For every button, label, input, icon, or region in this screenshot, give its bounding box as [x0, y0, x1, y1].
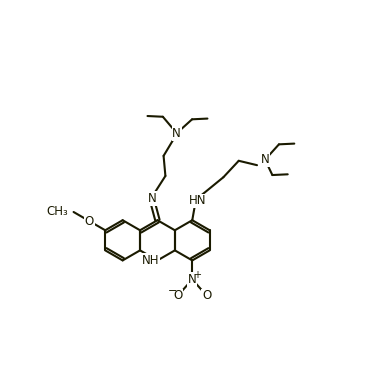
Text: O: O — [202, 289, 211, 302]
Text: −: − — [168, 286, 178, 296]
Text: N: N — [188, 273, 197, 286]
Text: N: N — [148, 192, 157, 205]
Text: CH₃: CH₃ — [46, 206, 68, 219]
Text: NH: NH — [142, 254, 159, 267]
Text: O: O — [173, 289, 182, 302]
Text: O: O — [85, 215, 94, 228]
Text: N: N — [172, 127, 181, 140]
Text: +: + — [193, 270, 201, 280]
Text: HN: HN — [189, 194, 206, 207]
Text: N: N — [261, 153, 269, 166]
